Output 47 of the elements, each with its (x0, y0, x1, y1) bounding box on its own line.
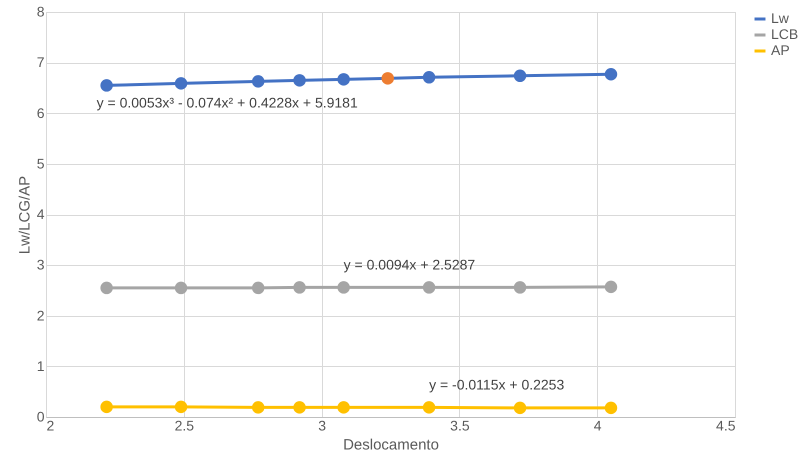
point (252, 282, 264, 294)
legend-label: AP (771, 42, 790, 58)
point (422, 401, 436, 414)
point (604, 280, 618, 294)
point (514, 281, 526, 294)
point (604, 68, 618, 80)
y-axis-title: Lw/LCG/AP (16, 176, 34, 254)
point (422, 281, 436, 294)
y-tick-label: 4 (36, 206, 45, 222)
x-tick-label: 4 (594, 418, 602, 434)
point (293, 74, 306, 87)
annotation: y = -0.0115x + 0.2253 (429, 376, 564, 392)
y-tick-label: 1 (36, 358, 45, 374)
annotation: y = 0.0094x + 2.5287 (344, 256, 476, 272)
point (337, 73, 350, 86)
point (293, 401, 306, 414)
x-tick-label: 4.5 (716, 418, 736, 434)
x-tick-label: 3 (318, 418, 326, 434)
point (514, 402, 526, 414)
annotation: y = 0.0053x³ - 0.074x² + 0.4228x + 5.9181 (96, 94, 358, 110)
x-axis-title: Deslocamento (343, 436, 439, 454)
point (100, 79, 113, 92)
y-tick-label: 7 (36, 54, 45, 70)
y-tick-label: 5 (36, 155, 45, 172)
point (293, 281, 306, 294)
x-tick-label: 3.5 (450, 418, 470, 434)
point (514, 70, 526, 82)
x-tick-label: 2.5 (174, 418, 194, 434)
point (252, 75, 264, 88)
y-tick-label: 0 (36, 408, 45, 424)
point (337, 401, 350, 414)
y-tick-label: 2 (36, 307, 45, 324)
point (604, 402, 618, 414)
point (422, 71, 436, 84)
y-tick-label: 3 (36, 256, 45, 273)
point (174, 77, 188, 90)
y-tick-label: 6 (36, 104, 45, 121)
point (100, 282, 113, 294)
legend-label: Lw (771, 10, 790, 26)
y-tick-label: 8 (36, 4, 45, 20)
point (174, 400, 188, 414)
point (382, 72, 394, 85)
point (252, 401, 264, 414)
point (174, 282, 188, 294)
point (337, 281, 350, 294)
point (100, 400, 113, 414)
legend-label: LCB (771, 26, 798, 42)
